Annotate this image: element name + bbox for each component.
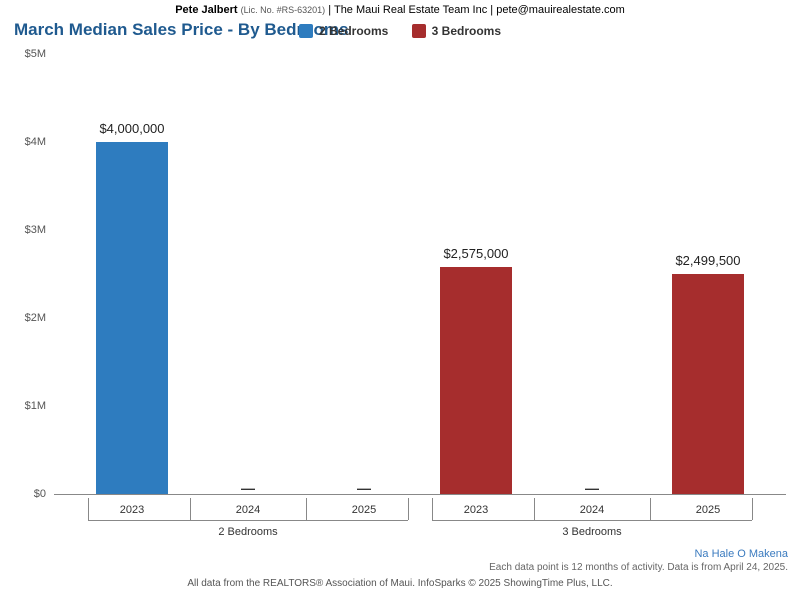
company-name: The Maui Real Estate Team Inc (334, 4, 487, 16)
agent-name: Pete Jalbert (175, 4, 237, 16)
y-tick-label: $4M (0, 136, 46, 148)
x-tick-year: 2025 (668, 504, 748, 516)
x-separator (306, 498, 307, 520)
group-rule (432, 520, 752, 521)
y-tick-label: $0 (0, 488, 46, 500)
x-tick-year: 2024 (552, 504, 632, 516)
x-group-label: 3 Bedrooms (440, 526, 744, 538)
license-number: (Lic. No. #RS-63201) (241, 5, 326, 15)
bar (96, 142, 168, 494)
legend-item-2bed: 2 Bedrooms (299, 24, 388, 38)
x-tick-year: 2025 (324, 504, 404, 516)
plot-area: $4,000,000——$2,575,000—$2,499,500 (54, 54, 786, 494)
x-tick-year: 2024 (208, 504, 288, 516)
bar-value-label: $2,499,500 (648, 253, 768, 268)
footer-attribution: All data from the REALTORS® Association … (0, 578, 800, 589)
chart-area: $4,000,000——$2,575,000—$2,499,500 $0 $1M $… (0, 44, 800, 544)
bar-value-label: $4,000,000 (72, 121, 192, 136)
x-separator (752, 498, 753, 520)
legend-swatch-2bed (299, 24, 313, 38)
x-separator (534, 498, 535, 520)
x-tick-year: 2023 (92, 504, 172, 516)
x-separator (650, 498, 651, 520)
legend-label-3bed: 3 Bedrooms (432, 24, 501, 38)
x-tick-year: 2023 (436, 504, 516, 516)
header-attribution: Pete Jalbert (Lic. No. #RS-63201) | The … (0, 0, 800, 18)
x-axis-line (54, 494, 786, 495)
legend-label-2bed: 2 Bedrooms (319, 24, 388, 38)
group-rule (88, 520, 408, 521)
legend-item-3bed: 3 Bedrooms (412, 24, 501, 38)
x-separator (432, 498, 433, 520)
chart-legend: 2 Bedrooms 3 Bedrooms (0, 24, 800, 41)
x-separator (408, 498, 409, 520)
bar-value-label: $2,575,000 (416, 246, 536, 261)
x-separator (88, 498, 89, 520)
y-tick-label: $1M (0, 400, 46, 412)
bar (672, 274, 744, 494)
agent-email: pete@mauirealestate.com (496, 4, 625, 16)
bar (440, 267, 512, 494)
footer-location: Na Hale O Makena (694, 548, 788, 560)
y-tick-label: $5M (0, 48, 46, 60)
x-group-label: 2 Bedrooms (96, 526, 400, 538)
y-tick-label: $3M (0, 224, 46, 236)
footer-note: Each data point is 12 months of activity… (489, 562, 788, 573)
y-tick-label: $2M (0, 312, 46, 324)
legend-swatch-3bed (412, 24, 426, 38)
x-separator (190, 498, 191, 520)
